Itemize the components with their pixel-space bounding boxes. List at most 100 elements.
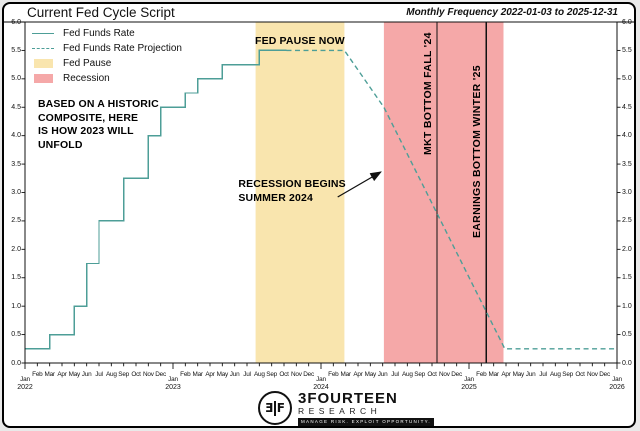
y-tick-label-right: 1.0 <box>622 302 632 310</box>
y-tick-label-right: 3.5 <box>622 160 632 168</box>
logo-divider <box>274 400 276 416</box>
x-month-label: Aug <box>549 371 561 378</box>
legend-swatch-recession <box>33 74 53 83</box>
x-month-label: May <box>364 371 377 378</box>
legend-swatch-box <box>30 48 56 49</box>
x-month-label: May <box>512 371 525 378</box>
plot-border <box>24 21 618 364</box>
x-year-label: 2024 <box>313 384 329 391</box>
x-month-label: Oct <box>427 371 437 378</box>
x-month-label: Jun <box>377 371 388 378</box>
y-tick-label-right: 2.0 <box>622 245 632 253</box>
y-tick-label-left: 0.5 <box>11 331 21 339</box>
y-tick-label-right: 5.0 <box>622 75 632 83</box>
x-month-label: Apr <box>205 371 215 378</box>
y-tick-label-right: 2.5 <box>622 217 632 225</box>
x-month-label: Sep <box>562 371 574 378</box>
x-month-label: Nov <box>438 371 450 378</box>
annotation-historic-composite: BASED ON A HISTORIC COMPOSITE, HERE IS H… <box>37 97 159 152</box>
fed-pause-band <box>255 22 345 363</box>
legend-label: Fed Funds Rate <box>63 28 135 39</box>
x-month-label: Jan <box>168 376 178 383</box>
y-tick-label-right: 0.0 <box>622 359 632 367</box>
x-month-label: May <box>216 371 229 378</box>
y-tick-label-right: 1.5 <box>622 274 632 282</box>
y-tick-label-left: 1.0 <box>11 302 21 310</box>
x-month-label: Sep <box>118 371 130 378</box>
x-month-label: Oct <box>575 371 585 378</box>
x-year-label: 2025 <box>461 384 477 391</box>
legend-item-fed-pause: Fed Pause <box>30 56 182 71</box>
annotation-arrow-recession-begins <box>337 171 382 198</box>
x-month-label: Jul <box>95 371 103 378</box>
page-title: Current Fed Cycle Script <box>27 5 175 20</box>
y-tick-label-left: 0.0 <box>11 359 21 367</box>
fed-funds-rate-projection-line <box>286 49 617 350</box>
y-tick-label-right: 3.0 <box>622 189 632 196</box>
x-month-label: Dec <box>599 371 611 378</box>
legend-swatch-box <box>30 74 56 83</box>
y-tick-label-right: 4.5 <box>622 103 632 111</box>
brand-text-block: 3FOURTEEN RESEARCH MANAGE RISK. EXPLOIT … <box>298 391 434 426</box>
x-month-label: Feb <box>328 371 339 378</box>
annotation-recession-begins: RECESSION BEGINS SUMMER 2024 <box>238 177 346 204</box>
logo-letter-left: Ǝ <box>265 401 274 416</box>
y-tick-label-left: 6.0 <box>11 18 21 26</box>
legend-swatch-dashed-line <box>32 48 54 49</box>
recession-band <box>383 22 504 363</box>
brand-tagline: MANAGE RISK. EXPLOIT OPPORTUNITY. <box>298 417 434 426</box>
x-month-label: Jan <box>464 376 474 383</box>
legend-item-fed-funds-rate-projection: Fed Funds Rate Projection <box>30 41 182 56</box>
x-month-label: Aug <box>401 371 413 378</box>
x-month-label: Apr <box>501 371 511 378</box>
x-month-label: May <box>68 371 81 378</box>
y-tick-label-right: 0.5 <box>622 331 632 339</box>
y-tick-label-left: 4.0 <box>11 132 21 140</box>
legend-swatch-box <box>30 59 56 68</box>
x-month-label: Nov <box>290 371 302 378</box>
x-month-label: Mar <box>192 371 203 378</box>
legend-item-recession: Recession <box>30 71 182 86</box>
y-tick-label-left: 2.5 <box>11 217 21 225</box>
legend-label: Recession <box>63 73 110 84</box>
x-month-label: Mar <box>340 371 351 378</box>
x-month-label: Sep <box>414 371 426 378</box>
x-month-label: Jul <box>243 371 251 378</box>
x-month-label: Dec <box>451 371 463 378</box>
brand-subname: RESEARCH <box>298 406 382 416</box>
logo-letter-right: F <box>276 401 285 416</box>
x-month-label: Oct <box>279 371 289 378</box>
x-month-label: Apr <box>353 371 363 378</box>
x-month-label: Nov <box>142 371 154 378</box>
y-tick-label-right: 5.5 <box>622 46 632 54</box>
x-year-label: 2023 <box>165 384 181 391</box>
x-year-label: 2026 <box>609 384 625 391</box>
legend-label: Fed Pause <box>63 58 112 69</box>
legend-label: Fed Funds Rate Projection <box>63 43 182 54</box>
x-month-label: Jan <box>612 376 622 383</box>
annotation-fed-pause-now: FED PAUSE NOW <box>255 34 345 47</box>
y-tick-label-left: 4.5 <box>11 103 21 111</box>
brand-name: 3FOURTEEN <box>298 390 398 407</box>
x-month-label: Dec <box>303 371 315 378</box>
x-year-label: 2022 <box>17 384 33 391</box>
x-month-label: Aug <box>253 371 265 378</box>
x-month-label: Feb <box>180 371 191 378</box>
x-month-label: Jan <box>20 376 30 383</box>
x-month-label: Jun <box>229 371 240 378</box>
x-month-label: Aug <box>105 371 117 378</box>
y-tick-label-left: 1.5 <box>11 274 21 282</box>
x-month-label: Jul <box>539 371 547 378</box>
legend: Fed Funds Rate Fed Funds Rate Projection… <box>30 26 182 86</box>
x-month-label: Sep <box>266 371 278 378</box>
x-month-label: Jul <box>391 371 399 378</box>
x-month-label: Feb <box>476 371 487 378</box>
y-tick-label-left: 5.0 <box>11 75 21 83</box>
y-tick-label-right: 4.0 <box>622 132 632 140</box>
event-label-mkt-bottom-fall-24: MKT BOTTOM FALL '24 <box>421 32 434 155</box>
y-tick-label-right: 6.0 <box>622 18 632 26</box>
